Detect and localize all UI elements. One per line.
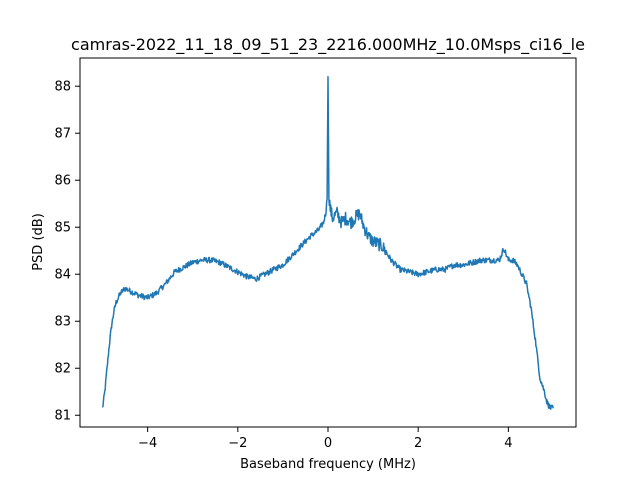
x-axis-label: Baseband frequency (MHz) [240,457,416,472]
x-tick-label: 2 [414,436,422,451]
y-tick-label: 86 [54,174,71,189]
plot-area [79,57,577,428]
x-tick-label: 4 [504,436,512,451]
y-tick-label: 83 [54,315,71,330]
series-layer [101,76,555,410]
y-tick-label: 84 [54,268,71,283]
psd-series-line [101,76,555,410]
x-tick-label: −2 [228,436,247,451]
y-axis-label: PSD (dB) [31,213,46,271]
x-axis: −4 −2 0 2 4 [138,427,513,451]
y-tick-label: 87 [54,127,71,142]
y-tick-label: 88 [54,80,71,95]
y-tick-label: 85 [54,221,71,236]
x-tick-label: −4 [138,436,157,451]
y-axis: 81 82 83 84 85 86 87 88 [54,80,80,424]
y-tick-label: 82 [54,362,71,377]
chart-title: camras-2022_11_18_09_51_23_2216.000MHz_1… [71,35,585,55]
y-tick-label: 81 [54,409,71,424]
x-tick-label: 0 [324,436,332,451]
